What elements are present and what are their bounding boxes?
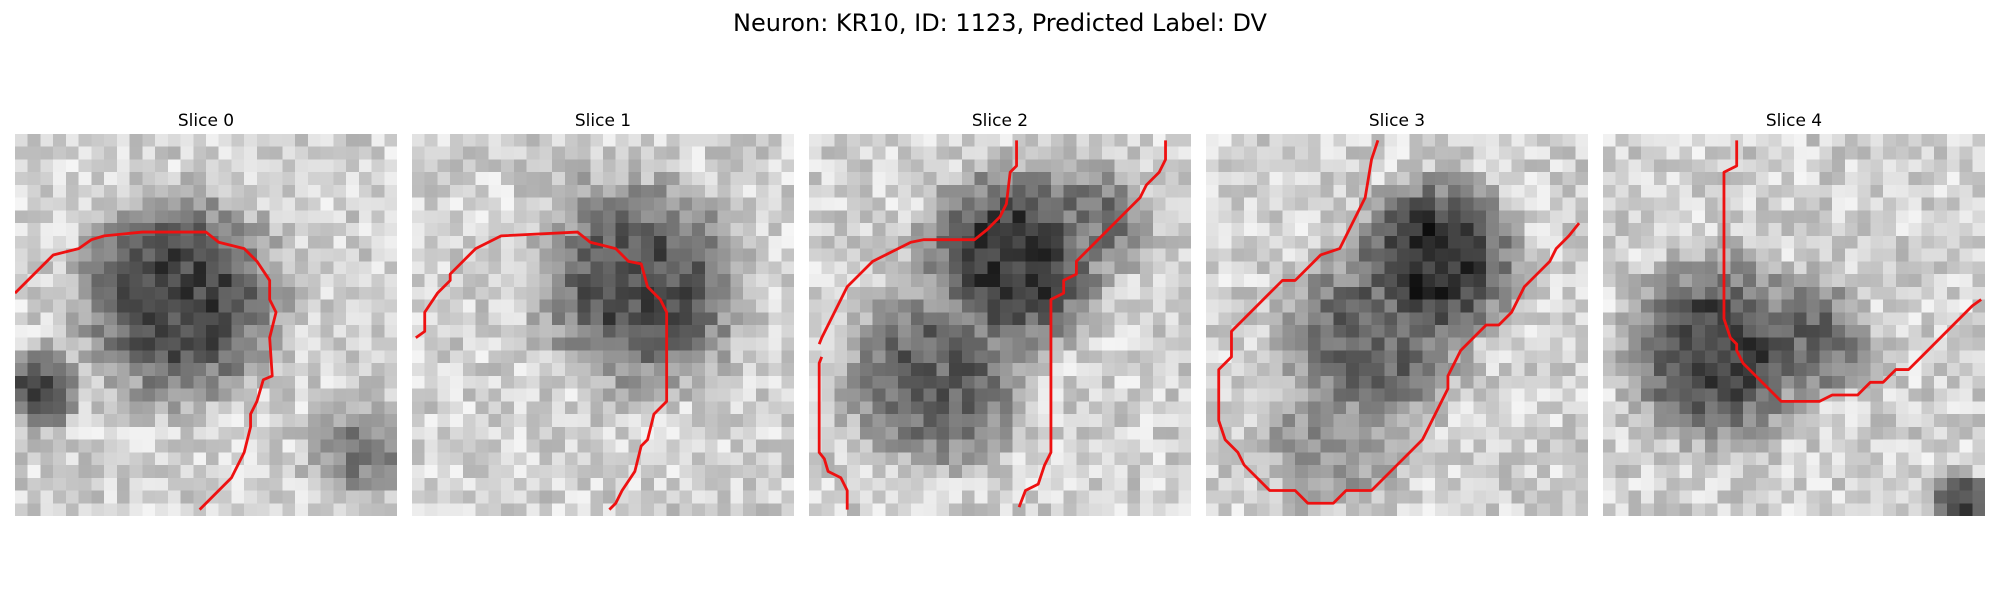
- pixel-grid: [1206, 134, 1588, 516]
- pixel-grid: [809, 134, 1191, 516]
- slice-panel-4: Slice 4: [1603, 108, 1985, 516]
- slice-image-1: [412, 134, 794, 516]
- slice-image-3: [1206, 134, 1588, 516]
- slice-panel-1: Slice 1: [412, 108, 794, 516]
- slice-title-2: Slice 2: [809, 108, 1191, 134]
- slice-panel-3: Slice 3: [1206, 108, 1588, 516]
- pixel-grid: [1603, 134, 1985, 516]
- slice-image-4: [1603, 134, 1985, 516]
- figure-title: Neuron: KR10, ID: 1123, Predicted Label:…: [0, 6, 2000, 40]
- slice-title-0: Slice 0: [15, 108, 397, 134]
- slice-image-2: [809, 134, 1191, 516]
- pixel-grid: [15, 134, 397, 516]
- slice-title-4: Slice 4: [1603, 108, 1985, 134]
- pixel-grid: [412, 134, 794, 516]
- slice-panel-2: Slice 2: [809, 108, 1191, 516]
- slice-title-1: Slice 1: [412, 108, 794, 134]
- slice-image-0: [15, 134, 397, 516]
- slice-title-3: Slice 3: [1206, 108, 1588, 134]
- slice-panel-0: Slice 0: [15, 108, 397, 516]
